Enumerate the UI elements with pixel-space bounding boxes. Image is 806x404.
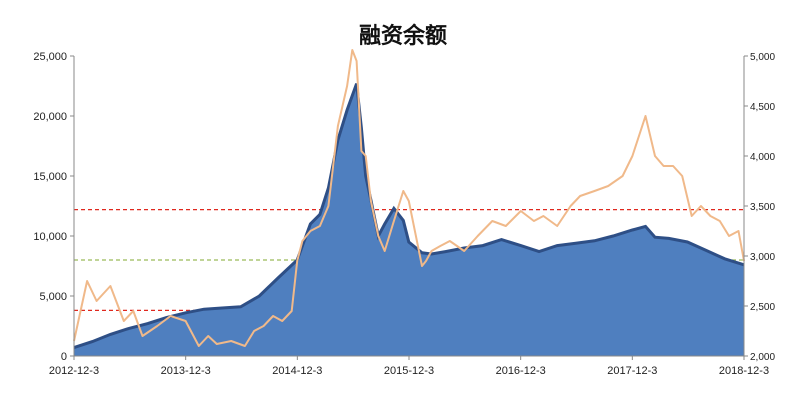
y-tick-label: 25,000: [33, 51, 67, 63]
line-series-path: [73, 49, 745, 347]
area-fill: [74, 83, 744, 356]
x-tick-label: 2015-12-3: [384, 365, 434, 377]
y2-tick-label: 2,000: [750, 352, 775, 363]
y2-tick-label: 3,500: [750, 202, 775, 213]
y-tick-label: 0: [61, 351, 67, 363]
y2-tick-label: 4,000: [750, 152, 775, 163]
line-series: [73, 49, 745, 347]
axes: 0 5,000 10,000 15,000 20,000 25,000 2,000 2,500…: [33, 51, 775, 377]
x-tick-label: 2013-12-3: [161, 365, 211, 377]
x-tick-label: 2018-12-3: [719, 365, 769, 377]
y-tick-label: 5,000: [39, 291, 67, 303]
y2-tick-label: 5,000: [750, 52, 775, 63]
area-series: [73, 83, 745, 356]
y2-tick-label: 2,500: [750, 302, 775, 313]
y2-tick-label: 3,000: [750, 252, 775, 263]
area-edge: [73, 83, 745, 350]
y2-tick-label: 4,500: [750, 102, 775, 113]
x-tick-label: 2014-12-3: [272, 365, 322, 377]
chart-title: 融资余额: [358, 24, 447, 49]
x-tick-label: 2012-12-3: [49, 365, 99, 377]
y-tick-label: 10,000: [33, 231, 67, 243]
x-tick-label: 2016-12-3: [496, 365, 546, 377]
y-tick-label: 20,000: [33, 111, 67, 123]
y-tick-label: 15,000: [33, 171, 67, 183]
x-tick-label: 2017-12-3: [607, 365, 657, 377]
